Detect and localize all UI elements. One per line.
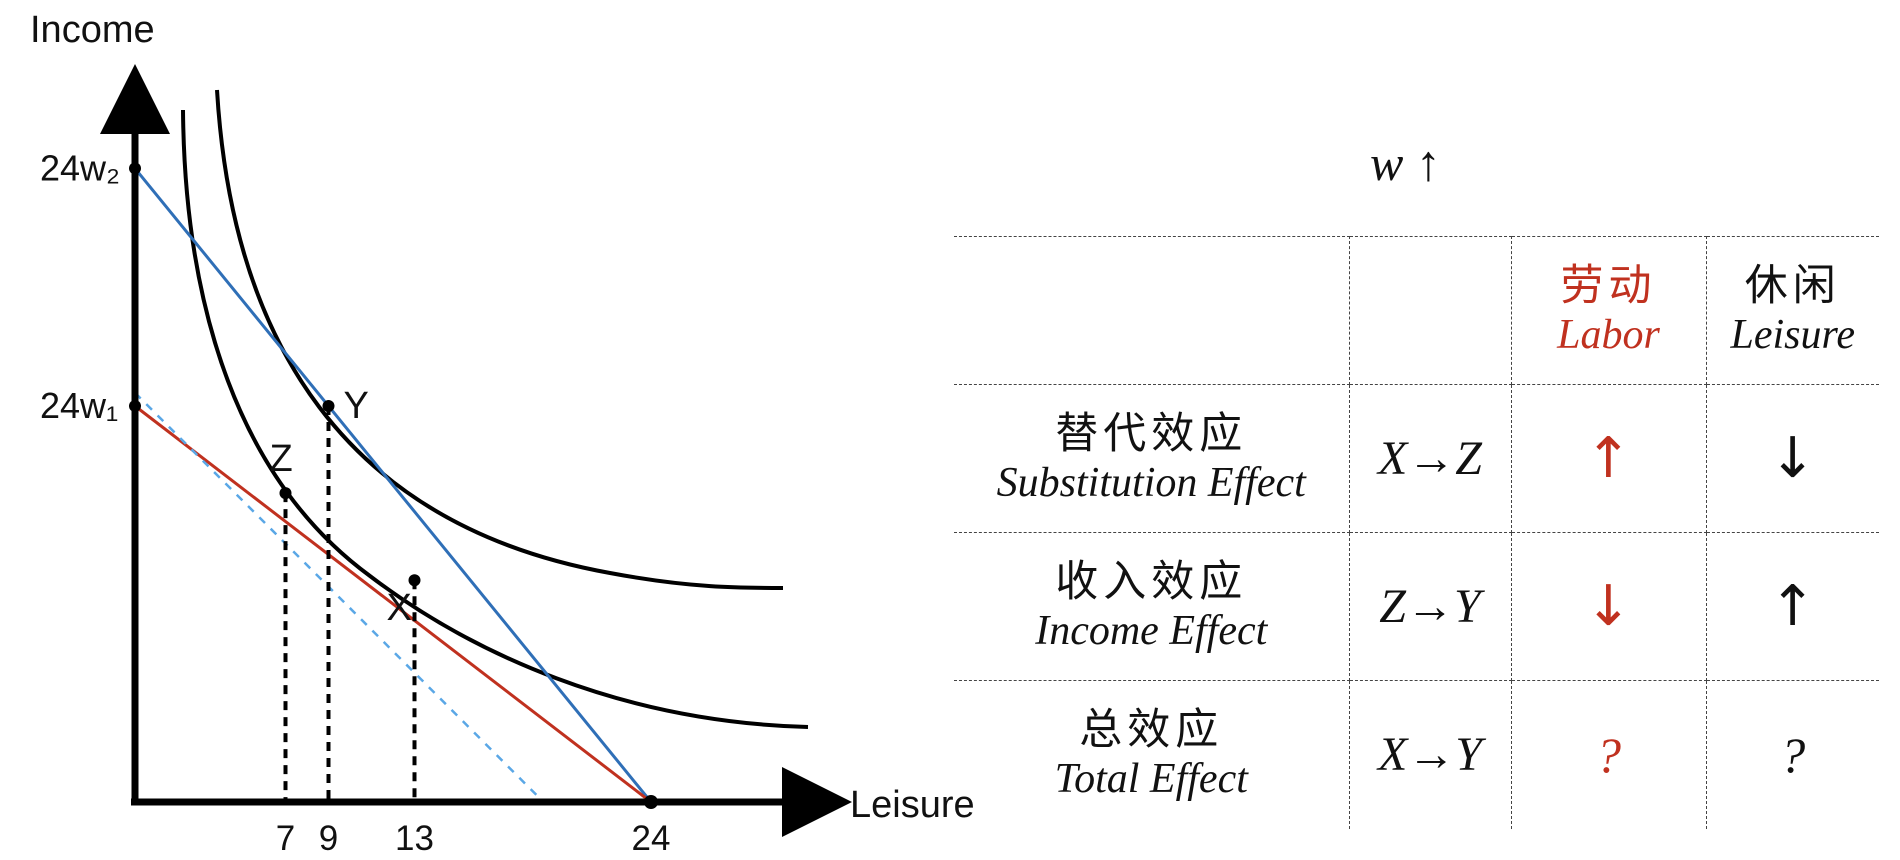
labor-effect-arrow: ↓ bbox=[1510, 532, 1707, 681]
empty-transition-header-cell bbox=[1348, 236, 1512, 385]
new-budget-line bbox=[133, 167, 653, 803]
leisure-effect-arrow: ↑ bbox=[1705, 532, 1879, 681]
effect-name-cell: 总效应 Total Effect bbox=[954, 680, 1350, 829]
effect-name-cn: 替代效应 bbox=[1055, 408, 1248, 459]
leisure-header-cell: 休闲 Leisure bbox=[1705, 236, 1879, 385]
effect-name-cell: 收入效应 Income Effect bbox=[954, 532, 1350, 681]
y-tick-label: 24w₁ bbox=[40, 385, 118, 426]
x-tick-label: 13 bbox=[395, 819, 434, 858]
y-axis-label: Income bbox=[30, 9, 155, 51]
indifference-curve-low bbox=[181, 109, 809, 729]
table-header-row: 劳动 Labor 休闲 Leisure bbox=[954, 236, 1879, 385]
leisure-effect-arrow: ↓ bbox=[1705, 384, 1879, 533]
effect-name-cn: 收入效应 bbox=[1055, 556, 1248, 607]
equilibrium-point bbox=[408, 574, 421, 587]
indifference-curve-high bbox=[215, 89, 784, 590]
x-tick-label: 24 bbox=[632, 819, 671, 858]
wage-increase-title: w ↑ bbox=[1370, 135, 1441, 191]
y-tick-label: 24w₂ bbox=[40, 147, 120, 188]
transition-cell: X→Y bbox=[1348, 680, 1512, 829]
effects-table: 劳动 Labor 休闲 Leisure 替代效应 Substitution Ef… bbox=[954, 236, 1879, 829]
equilibrium-point bbox=[279, 487, 292, 500]
effect-name-en: Total Effect bbox=[1054, 755, 1248, 802]
labor-effect-question: ? bbox=[1510, 680, 1707, 829]
labor-en-label: Labor bbox=[1557, 311, 1660, 358]
x-axis-label: Leisure bbox=[850, 784, 975, 826]
total-effect-row: 总效应 Total Effect X→Y ? ? bbox=[954, 680, 1879, 829]
effects-panel: w ↑ 劳动 Labor 休闲 Leisure 替代效应 Substitutio… bbox=[954, 0, 1884, 860]
budget-endpoint-dot bbox=[644, 795, 658, 809]
equilibrium-point-label: X bbox=[387, 587, 412, 629]
y-axis-ticks: 24w₂ 24w₁ bbox=[40, 147, 141, 426]
equilibrium-point bbox=[322, 400, 335, 412]
y-tick-dot bbox=[129, 162, 141, 175]
leisure-en-label: Leisure bbox=[1730, 311, 1855, 358]
labor-effect-arrow: ↑ bbox=[1510, 384, 1707, 533]
y-tick-dot bbox=[129, 400, 141, 412]
drop-lines bbox=[283, 406, 417, 802]
labor-cn-label: 劳动 bbox=[1560, 260, 1657, 311]
x-tick-label: 9 bbox=[319, 819, 338, 858]
labor-header-cell: 劳动 Labor bbox=[1510, 236, 1707, 385]
effect-name-en: Substitution Effect bbox=[996, 459, 1306, 506]
leisure-effect-question: ? bbox=[1705, 680, 1879, 829]
empty-header-cell bbox=[954, 236, 1350, 385]
income-effect-row: 收入效应 Income Effect Z→Y ↓ ↑ bbox=[954, 532, 1879, 681]
effect-name-en: Income Effect bbox=[1035, 607, 1268, 654]
substitution-effect-row: 替代效应 Substitution Effect X→Z ↑ ↓ bbox=[954, 384, 1879, 533]
transition-cell: X→Z bbox=[1348, 384, 1512, 533]
equilibrium-points: Z Y X bbox=[270, 385, 421, 629]
original-budget-line bbox=[134, 404, 652, 804]
transition-cell: Z→Y bbox=[1348, 532, 1512, 681]
equilibrium-point-label: Z bbox=[270, 438, 293, 480]
effect-name-cell: 替代效应 Substitution Effect bbox=[954, 384, 1350, 533]
equilibrium-point-label: Y bbox=[344, 385, 369, 427]
x-tick-label: 7 bbox=[276, 819, 295, 858]
leisure-cn-label: 休闲 bbox=[1744, 260, 1841, 311]
effect-name-cn: 总效应 bbox=[1079, 704, 1224, 755]
labor-leisure-diagram: Income Leisure 24w₂ 24w₁ 7 9 13 24 Z Y X bbox=[30, 9, 975, 858]
compensated-budget-line bbox=[134, 391, 545, 803]
x-axis-ticks: 7 9 13 24 bbox=[276, 795, 671, 858]
